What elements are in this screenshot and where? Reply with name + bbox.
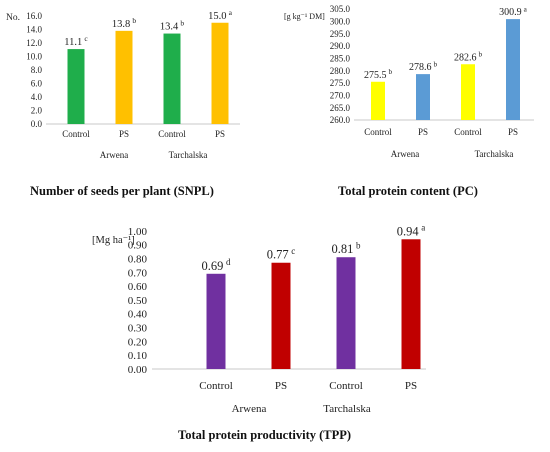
bar	[506, 19, 520, 120]
category-label: Control	[329, 380, 363, 392]
bar	[67, 49, 85, 125]
significance-letter: b	[132, 16, 136, 25]
group-label: Tarchalska	[169, 150, 208, 160]
y-tick-label: 0.60	[128, 281, 148, 293]
y-tick-label: 0.40	[128, 309, 148, 321]
category-label: Control	[199, 380, 233, 392]
significance-letter: d	[226, 257, 231, 267]
bar	[416, 74, 430, 120]
group-label: Arwena	[391, 149, 420, 159]
y-axis-label: No.	[6, 13, 20, 23]
y-tick-label: 0.20	[128, 336, 148, 348]
value-label: 0.69 d	[202, 257, 231, 273]
y-tick-label: 8.0	[31, 65, 43, 75]
protein-productivity-caption: Total protein productivity (TPP)	[178, 428, 352, 442]
y-tick-label: 260.0	[330, 115, 351, 125]
bar	[371, 81, 385, 120]
category-label: Control	[454, 127, 482, 137]
y-tick-label: 12.0	[26, 38, 42, 48]
value-label: 0.94 a	[397, 223, 425, 239]
y-tick-label: 10.0	[26, 52, 42, 62]
category-label: PS	[119, 129, 129, 139]
value-label: 275.5 b	[364, 68, 393, 81]
significance-letter: b	[356, 240, 361, 250]
category-label: Control	[158, 129, 186, 139]
y-tick-label: 275.0	[330, 78, 351, 88]
value-label: 0.81 b	[332, 240, 361, 256]
y-tick-label: 0.10	[128, 350, 148, 362]
category-label: PS	[418, 127, 428, 137]
value-label: 0.77 c	[267, 246, 295, 262]
y-tick-label: 290.0	[330, 41, 351, 51]
category-label: PS	[405, 380, 417, 392]
significance-letter: a	[421, 223, 425, 233]
category-label: PS	[275, 380, 287, 392]
y-tick-label: 305.0	[330, 4, 351, 14]
significance-letter: b	[388, 68, 392, 76]
category-label: Control	[364, 127, 392, 137]
y-tick-label: 4.0	[31, 92, 43, 102]
group-label: Tarchalska	[475, 149, 514, 159]
group-label: Arwena	[100, 150, 129, 160]
y-tick-label: 0.70	[128, 267, 148, 279]
category-label: PS	[215, 129, 225, 139]
y-tick-label: 0.80	[128, 253, 148, 265]
bar	[211, 22, 229, 124]
significance-letter: c	[84, 34, 88, 43]
y-tick-label: 2.0	[31, 106, 43, 116]
value-label: 282.6 b	[454, 50, 483, 63]
bar	[163, 33, 181, 124]
y-axis-label: [g kg⁻¹ DM]	[284, 12, 325, 21]
y-tick-label: 285.0	[330, 53, 351, 63]
y-tick-label: 1.00	[128, 226, 148, 238]
group-label: Tarchalska	[323, 403, 371, 415]
significance-letter: c	[291, 246, 295, 256]
y-tick-label: 0.90	[128, 240, 148, 252]
y-tick-label: 0.0	[31, 119, 43, 129]
y-tick-label: 270.0	[330, 90, 351, 100]
significance-letter: a	[524, 5, 528, 13]
value-label: 15.0 a	[208, 8, 232, 22]
value-label: 300.9 a	[499, 5, 528, 18]
value-label: 278.6 b	[409, 60, 438, 73]
y-tick-label: 14.0	[26, 25, 42, 35]
snpl-caption: Number of seeds per plant (SNPL)	[30, 184, 214, 198]
y-tick-label: 0.50	[128, 295, 148, 307]
significance-letter: a	[229, 8, 233, 17]
y-tick-label: 6.0	[31, 79, 43, 89]
significance-letter: b	[180, 19, 184, 28]
bar	[336, 257, 356, 369]
bar	[401, 239, 421, 369]
value-label: 11.1 c	[64, 34, 88, 48]
significance-letter: b	[478, 50, 482, 58]
y-axis-label: [Mg ha⁻¹]	[92, 235, 135, 246]
significance-letter: b	[433, 60, 437, 68]
y-tick-label: 300.0	[330, 16, 351, 26]
group-label: Arwena	[232, 403, 267, 415]
bar	[271, 262, 291, 369]
protein-content-caption: Total protein content (PC)	[338, 184, 478, 198]
value-label: 13.8 b	[112, 16, 136, 30]
y-tick-label: 265.0	[330, 103, 351, 113]
y-tick-label: 280.0	[330, 66, 351, 76]
y-tick-label: 0.30	[128, 322, 148, 334]
bar	[461, 64, 475, 120]
value-label: 13.4 b	[160, 19, 184, 33]
category-label: PS	[508, 127, 518, 137]
bar	[206, 273, 226, 369]
y-tick-label: 0.00	[128, 364, 148, 376]
y-tick-label: 295.0	[330, 29, 351, 39]
y-tick-label: 16.0	[26, 11, 42, 21]
category-label: Control	[62, 129, 90, 139]
bar	[115, 30, 133, 125]
